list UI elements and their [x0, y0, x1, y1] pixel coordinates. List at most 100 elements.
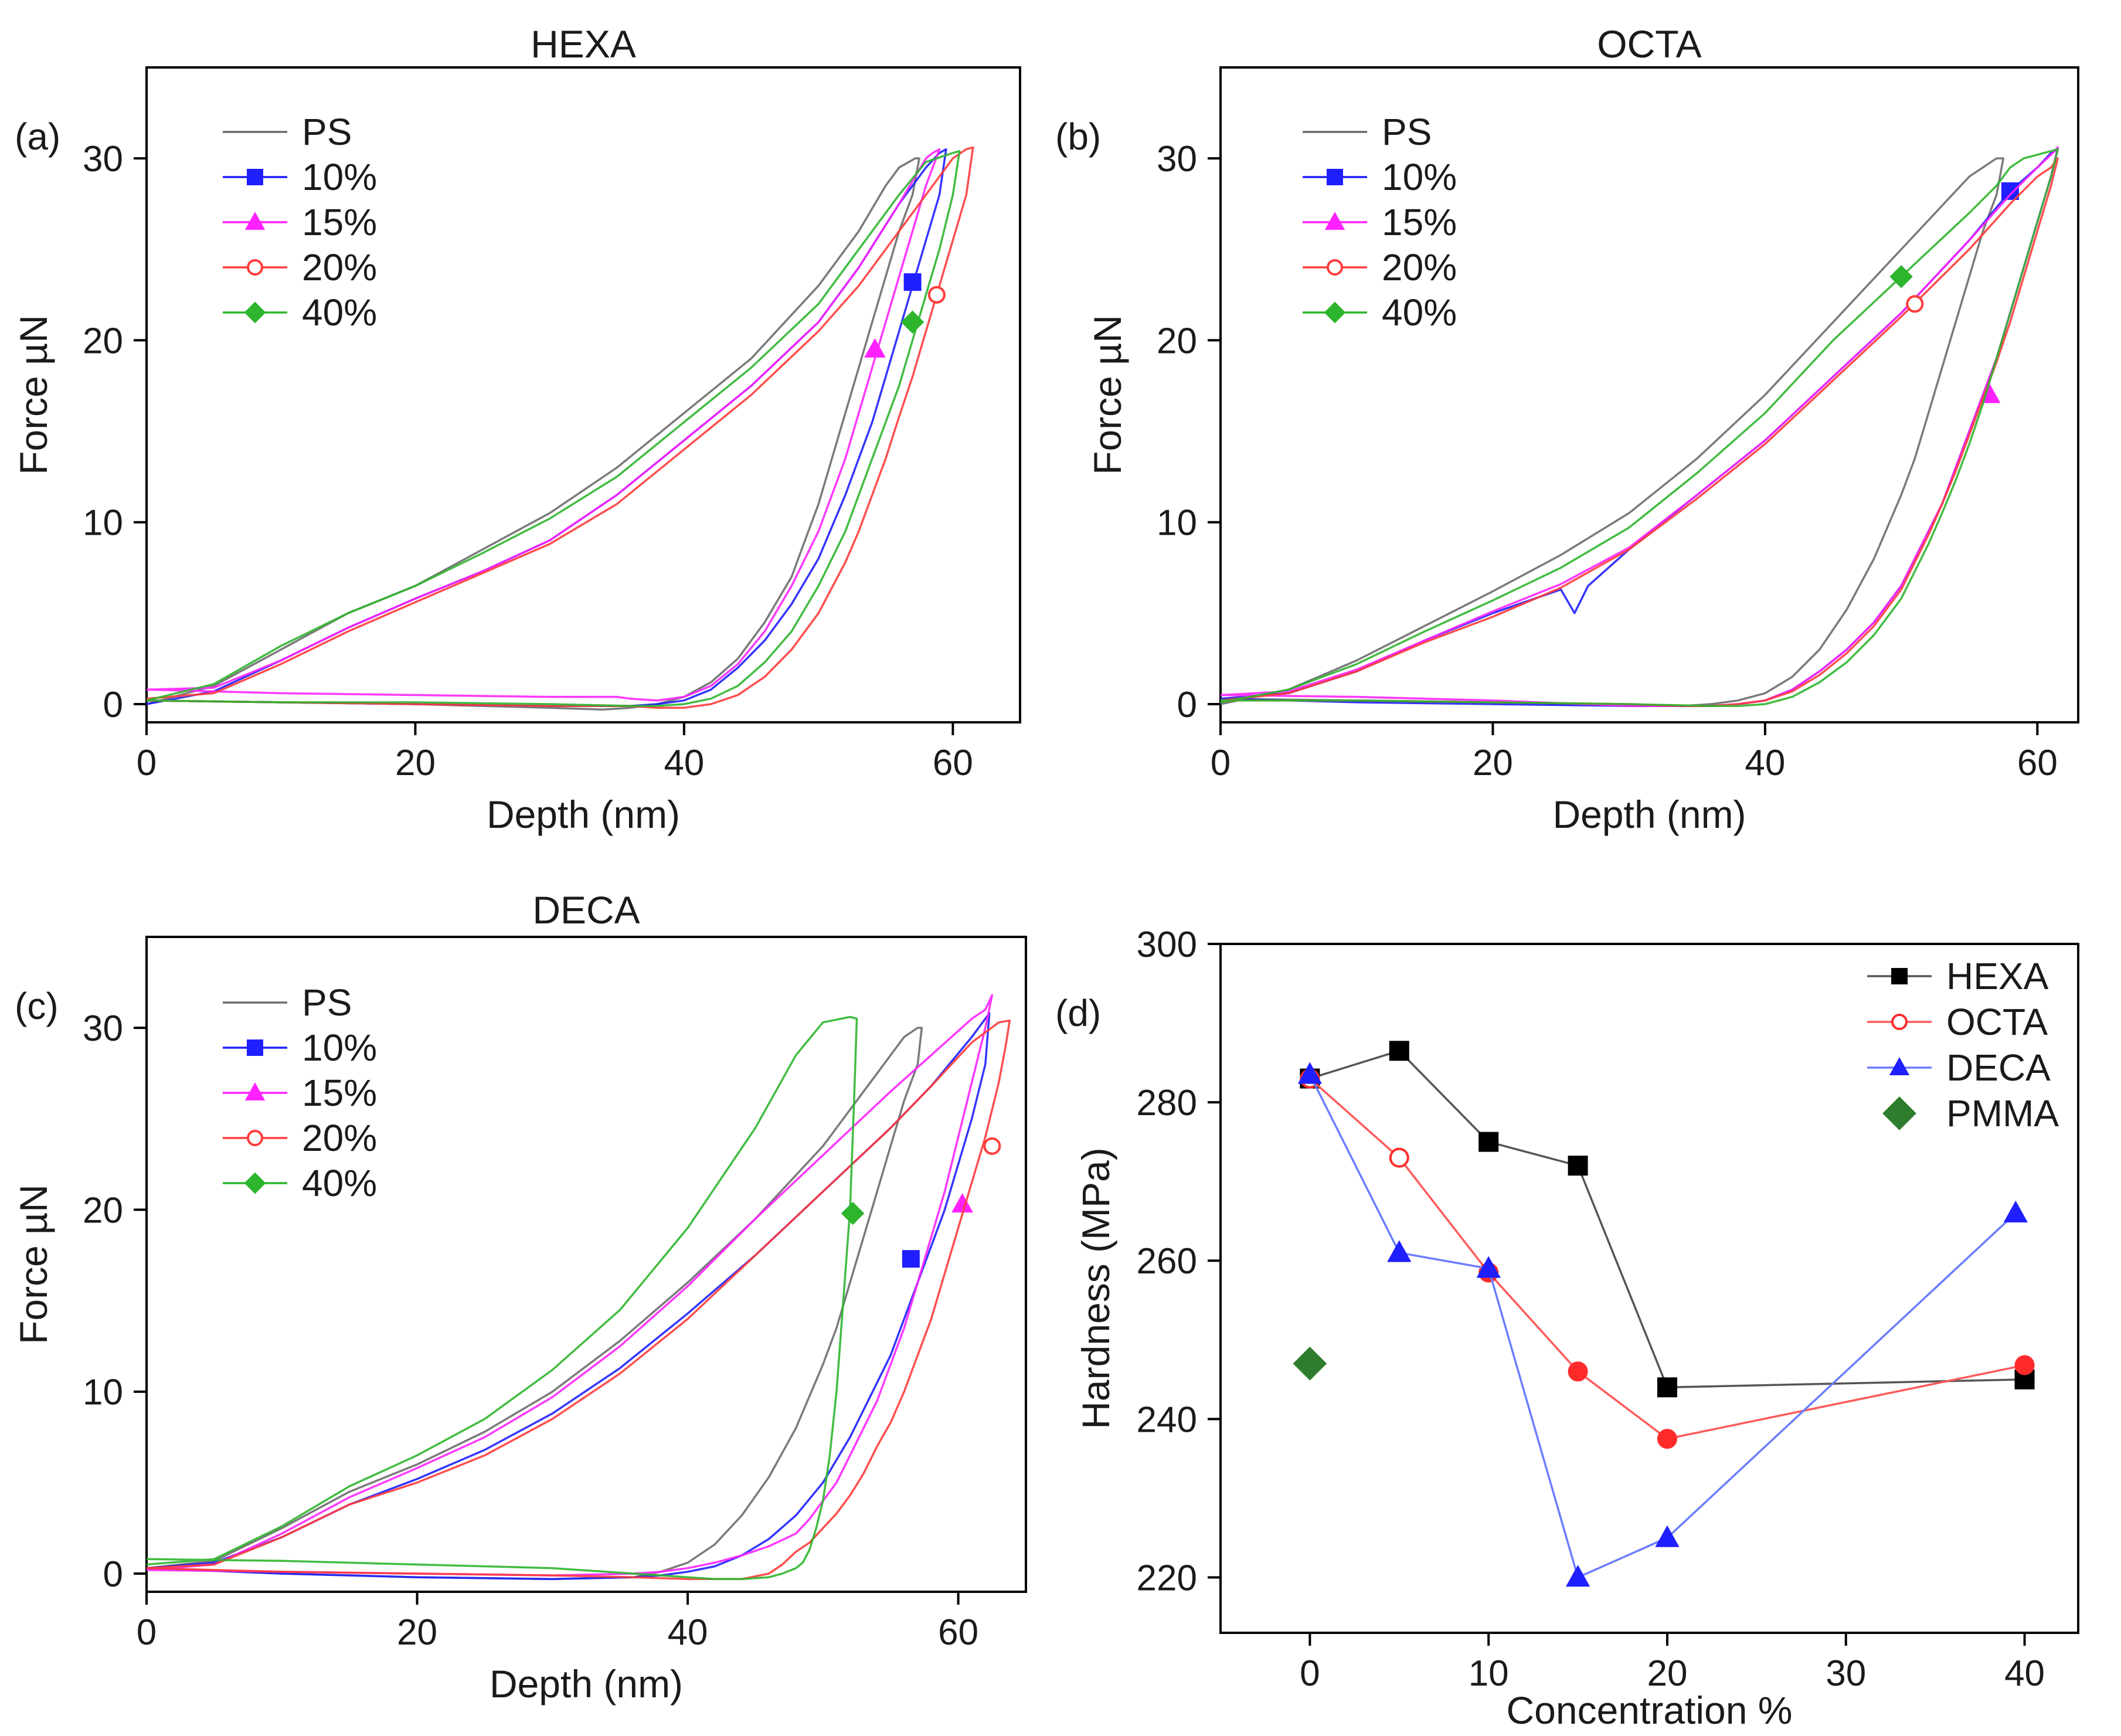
legend-label: 40%: [302, 291, 377, 334]
series-marker: [2001, 182, 2019, 200]
y-tick-label: 280: [1137, 1083, 1197, 1123]
legend-item: 10%: [223, 1027, 377, 1069]
y-tick-label: 240: [1137, 1399, 1197, 1440]
legend-marker: [244, 1082, 266, 1101]
data-point: [1565, 1565, 1590, 1587]
y-tick-label: 30: [83, 1008, 123, 1049]
y-tick-label: 10: [83, 1373, 123, 1413]
plot-frame: [1219, 943, 2079, 1634]
x-tick-label: 20: [397, 1612, 437, 1653]
data-point: [1657, 1429, 1677, 1449]
series-20: [146, 1019, 1011, 1581]
legend-marker: [1324, 301, 1346, 324]
y-tick-label: 10: [83, 503, 123, 543]
series-marker: [927, 286, 946, 304]
legend-item: PS: [1303, 111, 1432, 153]
legend-marker: [244, 301, 266, 324]
legend-marker: [1891, 1014, 1908, 1030]
legend-marker: [1327, 169, 1343, 185]
y-tick-label: 30: [83, 139, 123, 179]
series-line: [1220, 148, 2059, 707]
x-tick-label: 60: [2017, 743, 2058, 783]
y-tick-label: 260: [1137, 1241, 1197, 1282]
data-point: [1568, 1361, 1588, 1382]
legend-item: 40%: [223, 291, 377, 334]
legend-label: 10%: [302, 1027, 377, 1069]
legend-marker: [244, 1172, 266, 1194]
legend-label: 15%: [302, 1072, 377, 1114]
plot-frame: [145, 936, 1027, 1593]
series-10: [1220, 148, 2059, 707]
series-line: [146, 1027, 923, 1581]
panel-3: (d) 0 10 20 30 40 220 240 260 280 300 Concentration…: [1055, 925, 2079, 1732]
series-10: [146, 1012, 991, 1581]
legend-label: PS: [302, 111, 352, 153]
legend-label: 20%: [302, 246, 377, 288]
legend-label: 40%: [1382, 291, 1457, 334]
legend-label: 10%: [302, 156, 377, 198]
legend-item: PS: [223, 981, 352, 1024]
series-marker: [1906, 295, 1924, 313]
series-marker: [900, 310, 924, 334]
series-line: [146, 994, 994, 1577]
legend-label: DECA: [1946, 1047, 2051, 1089]
y-tick-label: 20: [83, 321, 123, 361]
legend-label: 20%: [1382, 246, 1457, 288]
series-line: [146, 150, 961, 707]
legend-item: 15%: [223, 1072, 377, 1114]
legend-marker: [247, 1039, 263, 1056]
legend-item: 40%: [223, 1162, 377, 1204]
data-point: [1293, 1346, 1327, 1381]
y-tick-label: 0: [1177, 685, 1197, 725]
series-line: [1220, 148, 2059, 707]
legend-item: HEXA: [1867, 955, 2049, 997]
series-15: [146, 148, 941, 702]
x-tick-label: 10: [1469, 1653, 1509, 1694]
legend-item: OCTA: [1867, 1001, 2048, 1043]
series-line: [1309, 1078, 2025, 1440]
y-axis-label: Force µN: [12, 1184, 55, 1344]
legend-item: 10%: [223, 156, 377, 198]
series-marker: [983, 1137, 1001, 1155]
series-marker: [903, 273, 922, 291]
y-axis-label: Force µN: [12, 315, 55, 475]
legend-marker: [1889, 1057, 1910, 1076]
legend-marker: [244, 212, 266, 230]
x-tick-label: 60: [933, 743, 973, 783]
series-marker: [841, 1201, 865, 1225]
x-tick-label: 0: [1211, 743, 1231, 783]
panel-label: (c): [15, 985, 59, 1027]
data-point: [1389, 1041, 1409, 1061]
series-marker: [902, 1250, 920, 1268]
x-tick-label: 60: [938, 1612, 978, 1653]
x-axis-label: Depth (nm): [490, 1662, 683, 1706]
panel-label: (b): [1055, 115, 1101, 158]
legend-item: PMMA: [1882, 1092, 2059, 1134]
y-axis-label: Hardness (MPa): [1074, 1147, 1117, 1429]
data-point: [2003, 1200, 2028, 1222]
series-line: [146, 1012, 991, 1581]
series-PMMA: [1293, 1346, 1327, 1381]
legend-label: 40%: [302, 1162, 377, 1204]
series-marker: [951, 1193, 973, 1213]
panel-2: DECA (c) 0 20 40 60 0 10 20 30 Depth (nm) Force µN P…: [12, 888, 1027, 1706]
x-tick-label: 20: [395, 743, 436, 783]
series-15: [146, 994, 994, 1577]
legend-label: 15%: [1382, 201, 1457, 243]
series-20: [1220, 157, 2059, 707]
y-tick-label: 0: [103, 685, 123, 725]
plot-frame: [145, 66, 1021, 723]
series-10: [146, 148, 947, 707]
chart-title: DECA: [532, 888, 640, 932]
legend-marker: [1324, 212, 1345, 230]
series-40: [1220, 148, 2059, 707]
panel-0: HEXA (a) 0 20 40 60 0 10 20 30 Depth (nm) Force µN P…: [12, 22, 1021, 836]
x-tick-label: 40: [668, 1612, 708, 1653]
legend-item: PS: [223, 111, 352, 153]
plot-frame: [1219, 66, 2079, 723]
x-tick-label: 20: [1473, 743, 1513, 783]
series-line: [146, 146, 974, 709]
